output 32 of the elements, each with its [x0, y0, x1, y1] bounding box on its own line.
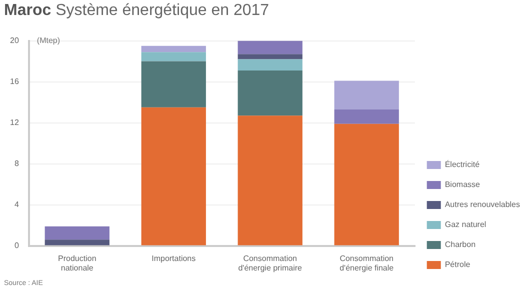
bar: [44, 240, 110, 246]
y-tick-label: 8: [14, 159, 20, 168]
legend-label: Gaz naturel: [444, 220, 486, 230]
y-tick-label: 16: [10, 77, 20, 86]
legend-label: Électricité: [444, 160, 480, 170]
bar: [238, 116, 302, 246]
bar: [141, 61, 206, 108]
chart-title: Maroc Système énergétique en 2017: [4, 2, 270, 19]
bar: [141, 107, 206, 246]
bar: [334, 124, 399, 246]
x-tick-label: Importations: [152, 254, 196, 263]
x-tick-label: Consommation d'énergie finale: [340, 254, 394, 272]
y-tick-label: 12: [10, 118, 20, 128]
x-tick-label: Consommation d'énergie primaire: [238, 254, 303, 272]
bar: [141, 52, 206, 62]
bar: [238, 70, 302, 116]
bar: [334, 109, 399, 124]
y-tick-label: 0: [14, 241, 20, 250]
bar: [238, 54, 302, 60]
bar: [44, 226, 110, 240]
x-tick-label: Production nationale: [58, 254, 96, 272]
bar: [334, 80, 399, 110]
bar: [141, 46, 206, 52]
legend-label: Autres renouvelables: [444, 200, 520, 210]
bar: [238, 59, 302, 71]
bar: [238, 40, 302, 54]
y-tick-label: 20: [10, 36, 20, 46]
y-tick-label: 4: [14, 200, 20, 210]
legend-label: Charbon: [444, 240, 476, 250]
legend-label: Pétrole: [444, 260, 471, 270]
legend-label: Biomasse: [444, 180, 481, 190]
y-axis-title: (Mtep): [36, 36, 60, 46]
